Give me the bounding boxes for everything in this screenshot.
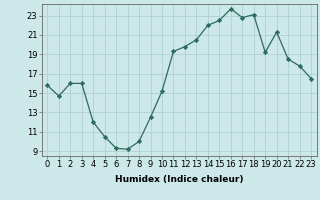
X-axis label: Humidex (Indice chaleur): Humidex (Indice chaleur) [115,175,244,184]
